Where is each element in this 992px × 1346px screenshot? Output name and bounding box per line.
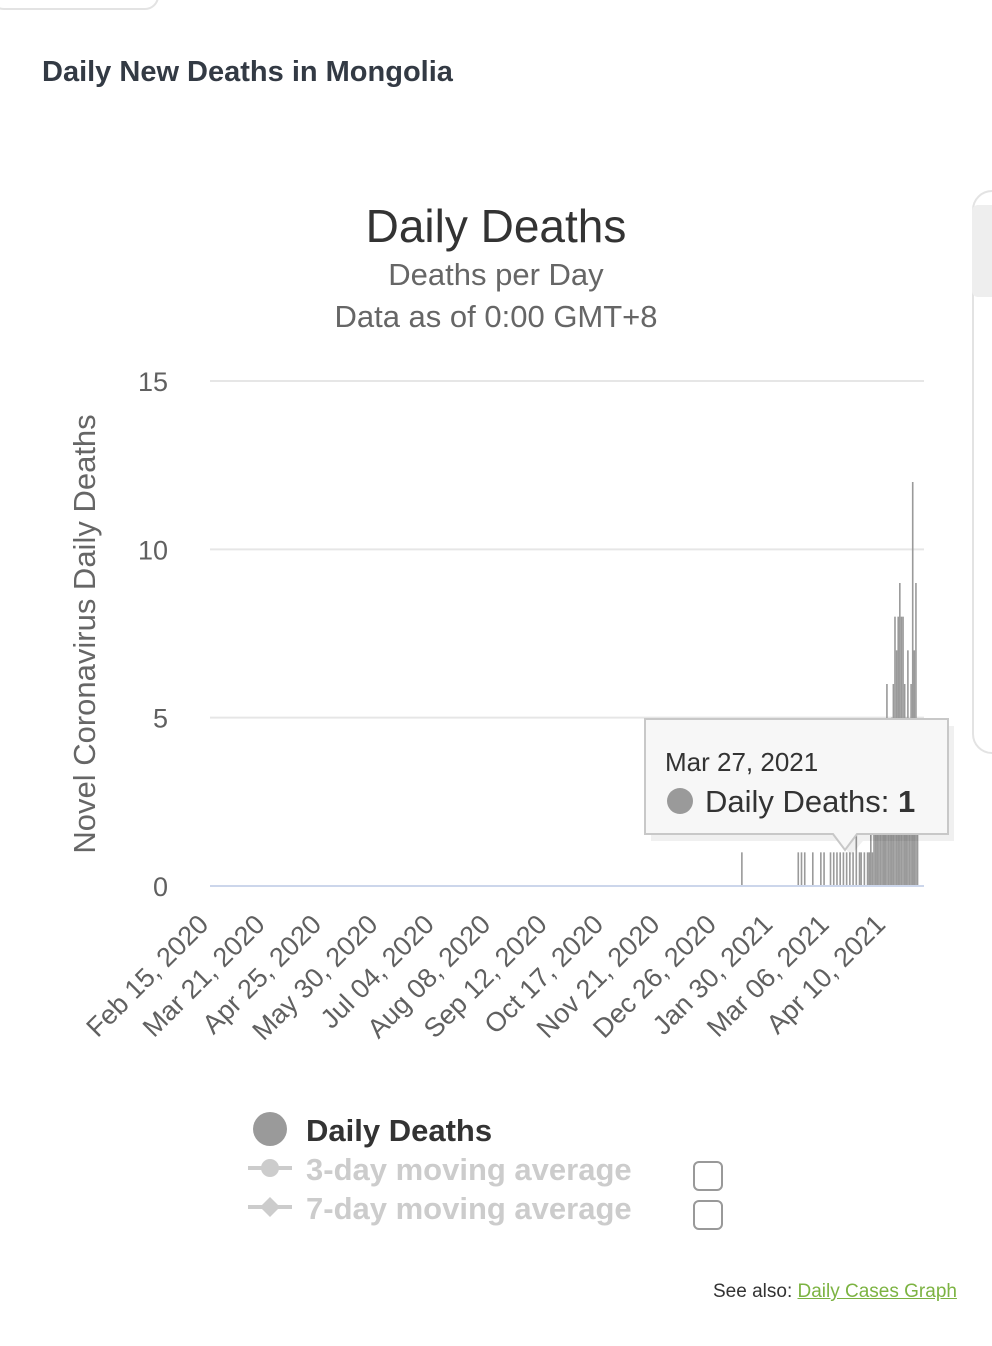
bar[interactable] <box>873 818 875 886</box>
bar[interactable] <box>832 852 835 886</box>
bar[interactable] <box>852 852 854 886</box>
bar[interactable] <box>836 852 838 886</box>
bar[interactable] <box>866 852 869 886</box>
bar[interactable] <box>858 852 861 886</box>
bar[interactable] <box>811 852 814 886</box>
y-tick-label: 5 <box>153 704 168 734</box>
tooltip-series-label: Daily Deaths: <box>705 784 889 819</box>
bar[interactable] <box>881 818 883 886</box>
bar[interactable] <box>803 852 806 886</box>
bar[interactable] <box>868 852 871 886</box>
bar[interactable] <box>874 785 877 886</box>
legend-circle-marker-icon <box>261 1159 279 1177</box>
bar[interactable] <box>876 818 879 886</box>
bar[interactable] <box>879 785 882 886</box>
grid-lines <box>210 380 924 719</box>
bar[interactable] <box>863 852 866 886</box>
see-also: See also: Daily Cases Graph <box>713 1281 957 1303</box>
tooltip: Mar 27, 2021 Daily Deaths: 1 <box>644 718 954 855</box>
bar[interactable] <box>860 852 862 886</box>
page-title: Daily New Deaths in Mongolia <box>42 56 453 88</box>
legend-label-3-day-average: 3-day moving average <box>306 1152 632 1187</box>
y-axis-labels: 0 5 10 15 <box>138 367 168 902</box>
bar[interactable] <box>871 852 874 886</box>
tooltip-value: 1 <box>898 784 915 819</box>
legend-label-daily-deaths: Daily Deaths <box>306 1113 492 1148</box>
bar[interactable] <box>820 852 822 886</box>
y-tick-label: 10 <box>138 535 168 565</box>
bar[interactable] <box>800 852 803 886</box>
see-also-prefix: See also: <box>713 1281 798 1302</box>
side-panel-scrollbar[interactable] <box>972 205 992 297</box>
bar[interactable] <box>882 818 885 886</box>
bar[interactable] <box>741 852 743 886</box>
bar[interactable] <box>845 852 848 886</box>
y-tick-label: 0 <box>153 872 168 902</box>
checkbox-7-day-average[interactable] <box>693 1200 723 1230</box>
tooltip-series-marker <box>667 788 693 814</box>
chart-subtitle-line-2: Data as of 0:00 GMT+8 <box>334 299 657 334</box>
tooltip-series-line: Daily Deaths: 1 <box>705 784 915 819</box>
bar[interactable] <box>797 852 800 886</box>
bar[interactable] <box>839 852 841 886</box>
chart-legend: Daily Deaths 3-day moving average 7-day … <box>248 1112 723 1230</box>
bar[interactable] <box>911 482 914 886</box>
bar[interactable] <box>849 852 851 886</box>
legend-label-7-day-average: 7-day moving average <box>306 1191 632 1226</box>
y-axis-title: Novel Coronavirus Daily Deaths <box>67 414 102 853</box>
legend-item-7-day-average[interactable]: 7-day moving average <box>248 1191 632 1226</box>
chart-title: Daily Deaths <box>366 200 627 252</box>
chart-subtitle-line-1: Deaths per Day <box>388 257 604 292</box>
legend-circle-marker-icon <box>253 1112 287 1146</box>
bar[interactable] <box>855 818 858 886</box>
daily-cases-graph-link[interactable]: Daily Cases Graph <box>797 1281 957 1302</box>
bar[interactable] <box>842 852 845 886</box>
y-tick-label: 15 <box>138 367 168 397</box>
checkbox-3-day-average[interactable] <box>693 1161 723 1191</box>
tooltip-box <box>644 718 949 852</box>
tooltip-date: Mar 27, 2021 <box>665 747 818 777</box>
bar[interactable] <box>829 852 832 886</box>
bar[interactable] <box>823 852 825 886</box>
legend-item-3-day-average[interactable]: 3-day moving average <box>248 1152 632 1187</box>
legend-item-daily-deaths[interactable]: Daily Deaths <box>253 1112 492 1148</box>
legend-diamond-marker-icon <box>260 1197 280 1217</box>
bar[interactable] <box>884 785 887 886</box>
bar[interactable] <box>887 785 890 886</box>
bar[interactable] <box>870 818 872 886</box>
